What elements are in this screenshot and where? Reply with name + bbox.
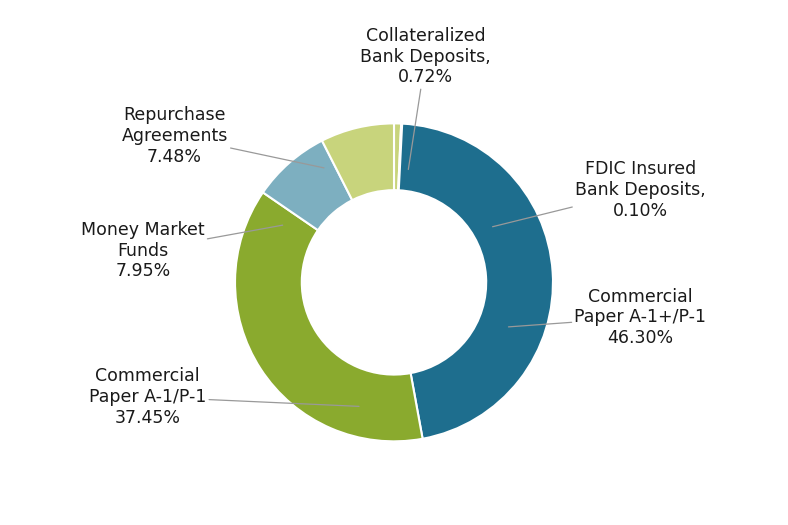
Wedge shape [322,123,394,200]
Text: Commercial
Paper A-1/P-1
37.45%: Commercial Paper A-1/P-1 37.45% [89,367,359,427]
Text: FDIC Insured
Bank Deposits,
0.10%: FDIC Insured Bank Deposits, 0.10% [492,160,706,227]
Text: Commercial
Paper A-1+/P-1
46.30%: Commercial Paper A-1+/P-1 46.30% [508,288,706,347]
Wedge shape [394,123,401,190]
Wedge shape [398,123,402,190]
Text: Collateralized
Bank Deposits,
0.72%: Collateralized Bank Deposits, 0.72% [360,27,491,170]
Wedge shape [399,123,553,439]
Text: Money Market
Funds
7.95%: Money Market Funds 7.95% [81,221,283,280]
Wedge shape [235,193,422,442]
Wedge shape [263,141,352,230]
Text: Repurchase
Agreements
7.48%: Repurchase Agreements 7.48% [121,107,324,168]
